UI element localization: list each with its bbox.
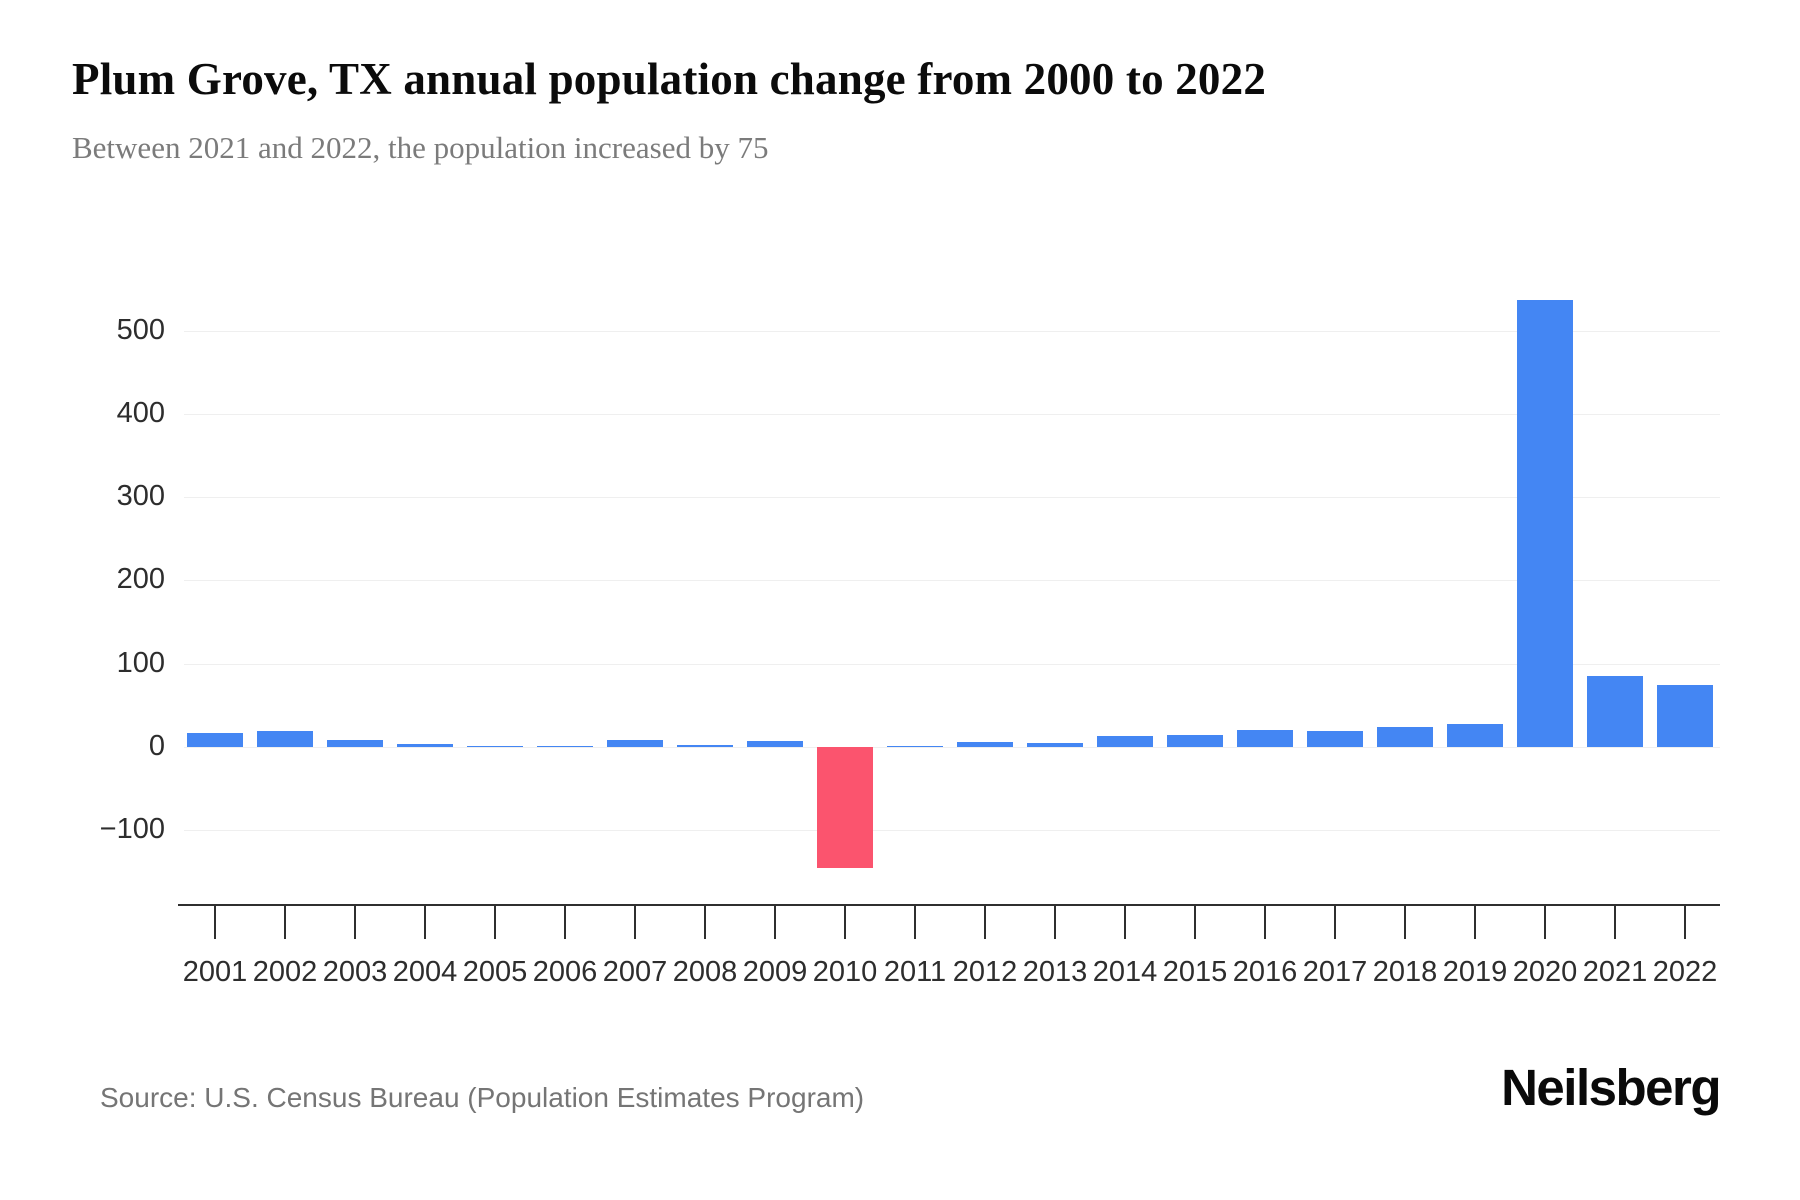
gridline-500 (184, 330, 1720, 332)
bar-2003[interactable] (327, 740, 383, 747)
x-axis-label-2001: 2001 (182, 956, 248, 988)
bar-2011[interactable] (887, 746, 943, 747)
x-axis-label-2002: 2002 (252, 956, 318, 988)
x-tick-2022 (1684, 904, 1686, 939)
x-tick-2012 (984, 904, 986, 939)
x-axis-label-2020: 2020 (1512, 956, 1578, 988)
x-tick-2019 (1474, 904, 1476, 939)
x-axis-label-2005: 2005 (462, 956, 528, 988)
bar-2004[interactable] (397, 744, 453, 747)
gridline-400 (184, 413, 1720, 415)
x-tick-2006 (564, 904, 566, 939)
y-axis-label-100: 100 (116, 646, 165, 679)
bar-2010[interactable] (817, 747, 873, 868)
bar-2017[interactable] (1307, 731, 1363, 747)
y-axis-label-500: 500 (116, 313, 165, 346)
bar-2005[interactable] (467, 746, 523, 747)
x-axis-label-2004: 2004 (392, 956, 458, 988)
bar-2016[interactable] (1237, 730, 1293, 747)
x-tick-2009 (774, 904, 776, 939)
x-tick-2011 (914, 904, 916, 939)
neilsberg-logo[interactable]: Neilsberg (1501, 1059, 1721, 1116)
y-axis-label-200: 200 (116, 563, 165, 596)
gridline-0 (184, 747, 1720, 748)
x-axis-label-2012: 2012 (952, 956, 1018, 988)
x-axis-label-2007: 2007 (602, 956, 668, 988)
x-tick-2002 (284, 904, 286, 939)
chart-header: Plum Grove, TX annual population change … (72, 52, 1722, 166)
page-title: Plum Grove, TX annual population change … (72, 54, 1267, 104)
gridline-200 (184, 580, 1720, 582)
x-axis-label-2008: 2008 (672, 956, 738, 988)
x-tick-2001 (214, 904, 216, 939)
bar-2018[interactable] (1377, 727, 1433, 747)
bar-2022[interactable] (1657, 685, 1713, 747)
x-axis-label-2013: 2013 (1022, 956, 1088, 988)
bar-2007[interactable] (607, 740, 663, 747)
x-tick-2017 (1334, 904, 1336, 939)
x-tick-2015 (1194, 904, 1196, 939)
x-axis-label-2011: 2011 (883, 956, 947, 988)
bar-2014[interactable] (1097, 736, 1153, 747)
x-axis-label-2006: 2006 (532, 956, 598, 988)
source-note: Source: U.S. Census Bureau (Population E… (100, 1082, 865, 1113)
x-tick-2010 (844, 904, 846, 939)
x-tick-2021 (1614, 904, 1616, 939)
bar-2015[interactable] (1167, 735, 1223, 747)
x-tick-2020 (1544, 904, 1546, 939)
gridline-300 (184, 497, 1720, 499)
bar-2002[interactable] (257, 731, 313, 747)
x-axis-label-2021: 2021 (1582, 956, 1648, 988)
x-axis-label-2019: 2019 (1442, 956, 1508, 988)
bar-2013[interactable] (1027, 743, 1083, 747)
x-axis-label-2010: 2010 (812, 956, 878, 988)
x-axis-label-2017: 2017 (1302, 956, 1368, 988)
bar-2020[interactable] (1517, 300, 1573, 747)
x-axis-label-2014: 2014 (1092, 956, 1158, 988)
bar-2012[interactable] (957, 742, 1013, 747)
x-axis-label-2016: 2016 (1232, 956, 1298, 988)
x-axis-label-2009: 2009 (742, 956, 808, 988)
bar-2001[interactable] (187, 733, 243, 747)
x-axis-line (178, 904, 1720, 906)
y-axis-label-400: 400 (116, 396, 165, 429)
y-axis-label-0: 0 (148, 730, 165, 762)
bar-2021[interactable] (1587, 676, 1643, 747)
x-axis-label-2022: 2022 (1652, 956, 1718, 988)
chart-subtitle: Between 2021 and 2022, the population in… (72, 130, 769, 165)
x-tick-2008 (704, 904, 706, 939)
x-axis-label-2003: 2003 (322, 956, 388, 988)
x-tick-2016 (1264, 904, 1266, 939)
x-tick-2014 (1124, 904, 1126, 939)
x-axis-label-2018: 2018 (1372, 956, 1438, 988)
bar-2008[interactable] (677, 745, 733, 747)
x-tick-2005 (494, 904, 496, 939)
x-tick-2013 (1054, 904, 1056, 939)
bar-2019[interactable] (1447, 724, 1503, 747)
gridline--100 (184, 830, 1720, 832)
plot-area: 2001 2002 2003 2004 2005 2006 2007 2008 2009 2010… (178, 260, 1720, 988)
x-tick-2007 (634, 904, 636, 939)
y-axis-label--100: −100 (99, 813, 165, 846)
y-axis-label-300: 300 (116, 480, 165, 513)
gridline-100 (184, 663, 1720, 665)
x-axis-label-2015: 2015 (1162, 956, 1228, 988)
x-tick-2018 (1404, 904, 1406, 939)
x-tick-2003 (354, 904, 356, 939)
x-tick-2004 (424, 904, 426, 939)
bar-2009[interactable] (747, 741, 803, 747)
bar-2006[interactable] (537, 746, 593, 747)
